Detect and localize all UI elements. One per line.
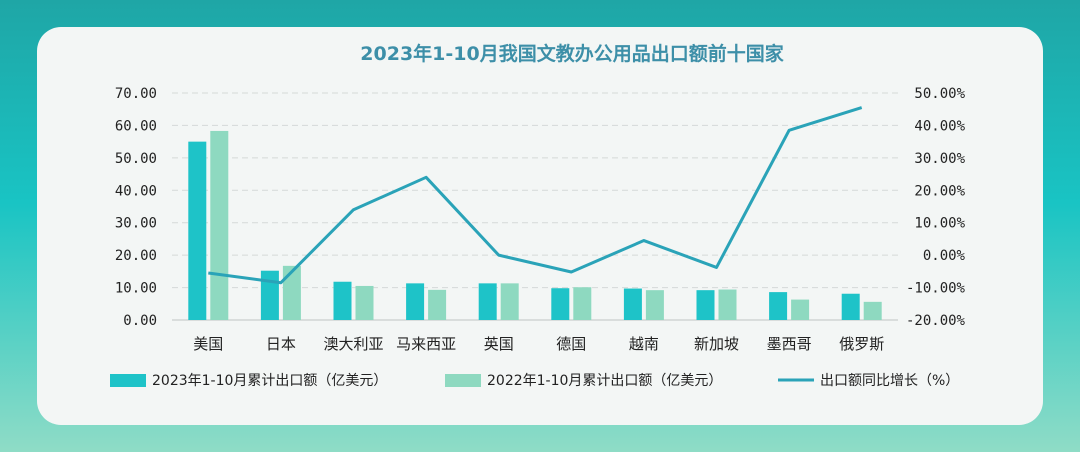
x-tick-label: 墨西哥 — [767, 335, 812, 353]
y-left-tick-label: 30.00 — [115, 216, 157, 232]
bar-2022 — [718, 289, 737, 320]
gridlines — [172, 92, 898, 321]
bar-2022 — [355, 285, 374, 320]
legend-label-growth: 出口额同比增长（%） — [820, 373, 959, 389]
bar-2022 — [428, 289, 447, 320]
legend-swatch-2023 — [110, 374, 146, 387]
y-left-tick-label: 40.00 — [115, 183, 157, 199]
y-left-tick-label: 0.00 — [123, 313, 157, 329]
chart-title: 2023年1-10月我国文教办公用品出口额前十国家 — [360, 42, 784, 65]
y-right-tick-label: 30.00% — [914, 151, 965, 167]
x-tick-label: 德国 — [556, 335, 586, 353]
legend-swatch-2022 — [445, 374, 481, 387]
y-axis-right: -20.00% -10.00% 0.00% 10.00% 20.00% 30.00% 40.… — [906, 86, 966, 329]
x-tick-label: 越南 — [629, 335, 659, 353]
y-left-tick-label: 70.00 — [115, 86, 157, 102]
bar-2023 — [333, 281, 352, 320]
bar-2023 — [696, 290, 715, 320]
bar-2023 — [478, 283, 497, 320]
y-left-tick-label: 50.00 — [115, 151, 157, 167]
legend: 2023年1-10月累计出口额（亿美元） 2022年1-10月累计出口额（亿美元）… — [110, 373, 959, 389]
bar-2022 — [645, 290, 664, 320]
bar-2023 — [406, 283, 425, 320]
y-right-tick-label: 10.00% — [914, 216, 965, 232]
y-right-tick-label: 20.00% — [914, 183, 965, 199]
y-axis-left: 0.00 10.00 20.00 30.00 40.00 50.00 60.00 70.00 — [115, 86, 157, 329]
x-axis-categories: 美国 日本 澳大利亚 马来西亚 英国 德国 越南 新加坡 墨西哥 俄罗斯 — [193, 335, 884, 353]
bar-2022 — [500, 283, 519, 320]
growth-line-path — [208, 106, 863, 285]
x-tick-label: 澳大利亚 — [323, 335, 383, 353]
y-right-tick-label: 50.00% — [914, 86, 965, 102]
bar-2023 — [551, 288, 570, 320]
y-left-tick-label: 60.00 — [115, 118, 157, 134]
bar-2023 — [841, 293, 860, 320]
bar-2023 — [769, 292, 788, 320]
bar-2022 — [210, 130, 229, 320]
y-right-tick-label: 40.00% — [914, 118, 965, 134]
y-right-tick-label: 0.00% — [923, 248, 966, 264]
x-tick-label: 英国 — [484, 335, 514, 353]
x-tick-label: 美国 — [193, 335, 223, 353]
y-right-tick-label: -20.00% — [906, 313, 966, 329]
x-tick-label: 俄罗斯 — [839, 335, 884, 353]
x-tick-label: 新加坡 — [694, 335, 739, 353]
x-tick-label: 马来西亚 — [396, 335, 456, 353]
bar-2023 — [188, 141, 207, 320]
bar-2023 — [623, 288, 642, 320]
legend-label-2023: 2023年1-10月累计出口额（亿美元） — [152, 373, 387, 389]
legend-label-2022: 2022年1-10月累计出口额（亿美元） — [487, 373, 722, 389]
bar-2022 — [282, 265, 301, 320]
y-left-tick-label: 20.00 — [115, 248, 157, 264]
y-right-tick-label: -10.00% — [906, 281, 966, 297]
bar-2023 — [260, 270, 279, 320]
growth-line — [208, 106, 863, 285]
bar-2022 — [573, 287, 592, 320]
y-left-tick-label: 10.00 — [115, 281, 157, 297]
x-tick-label: 日本 — [266, 335, 296, 353]
bars — [188, 130, 882, 320]
bar-2022 — [863, 301, 882, 320]
bar-2022 — [791, 299, 810, 320]
